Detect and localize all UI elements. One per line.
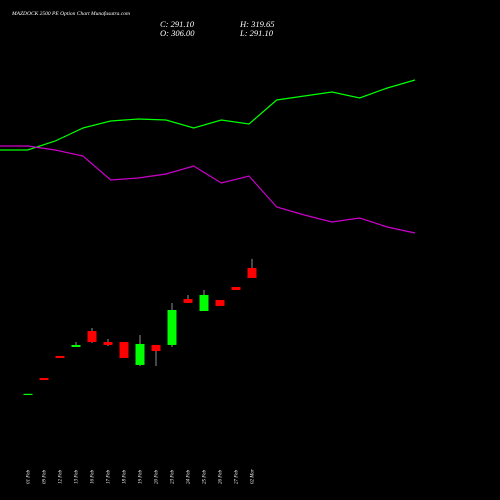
- x-tick-label: 13 Feb: [75, 469, 80, 484]
- candle-body: [55, 355, 65, 358]
- x-tick-label: 17 Feb: [107, 469, 112, 484]
- x-tick-label: 12 Feb: [59, 469, 64, 484]
- x-tick-label: 09 Feb: [43, 469, 48, 484]
- candle-body: [199, 294, 209, 312]
- indicator-line: [0, 145, 416, 234]
- candle-body: [39, 377, 49, 380]
- x-tick-label: 24 Feb: [187, 469, 192, 484]
- candle-body: [183, 298, 193, 303]
- x-tick-label: 26 Feb: [219, 469, 224, 484]
- candle-body: [215, 300, 225, 306]
- candle-body: [71, 344, 81, 347]
- low-label: L: 291.10: [239, 28, 274, 38]
- open-label: O: 306.00: [160, 28, 195, 38]
- x-tick-label: 19 Feb: [139, 469, 144, 484]
- x-tick-label: 23 Feb: [171, 469, 176, 484]
- candle-body: [103, 342, 113, 345]
- candle-body: [135, 343, 145, 365]
- candle-body: [87, 331, 97, 343]
- x-tick-label: 20 Feb: [155, 469, 160, 484]
- x-tick-label: 18 Feb: [123, 469, 128, 484]
- candle-body: [23, 393, 33, 396]
- candle-body: [119, 342, 129, 358]
- close-label: C: 291.10: [160, 19, 195, 29]
- candle-body: [151, 344, 161, 352]
- x-tick-label: 16 Feb: [91, 469, 96, 484]
- indicator-line: [0, 79, 416, 151]
- chart-title: MAZDOCK 2500 PE Option Chart Munafasutra…: [11, 10, 130, 17]
- candle-body: [231, 286, 241, 290]
- candle-body: [247, 267, 257, 278]
- x-tick-label: 27 Feb: [235, 469, 240, 484]
- x-tick-label: 02 Mar: [251, 469, 256, 484]
- candle-body: [167, 310, 177, 345]
- x-tick-label: 01 Feb: [27, 469, 32, 484]
- high-label: H: 319.65: [239, 19, 274, 29]
- x-tick-label: 25 Feb: [203, 469, 208, 484]
